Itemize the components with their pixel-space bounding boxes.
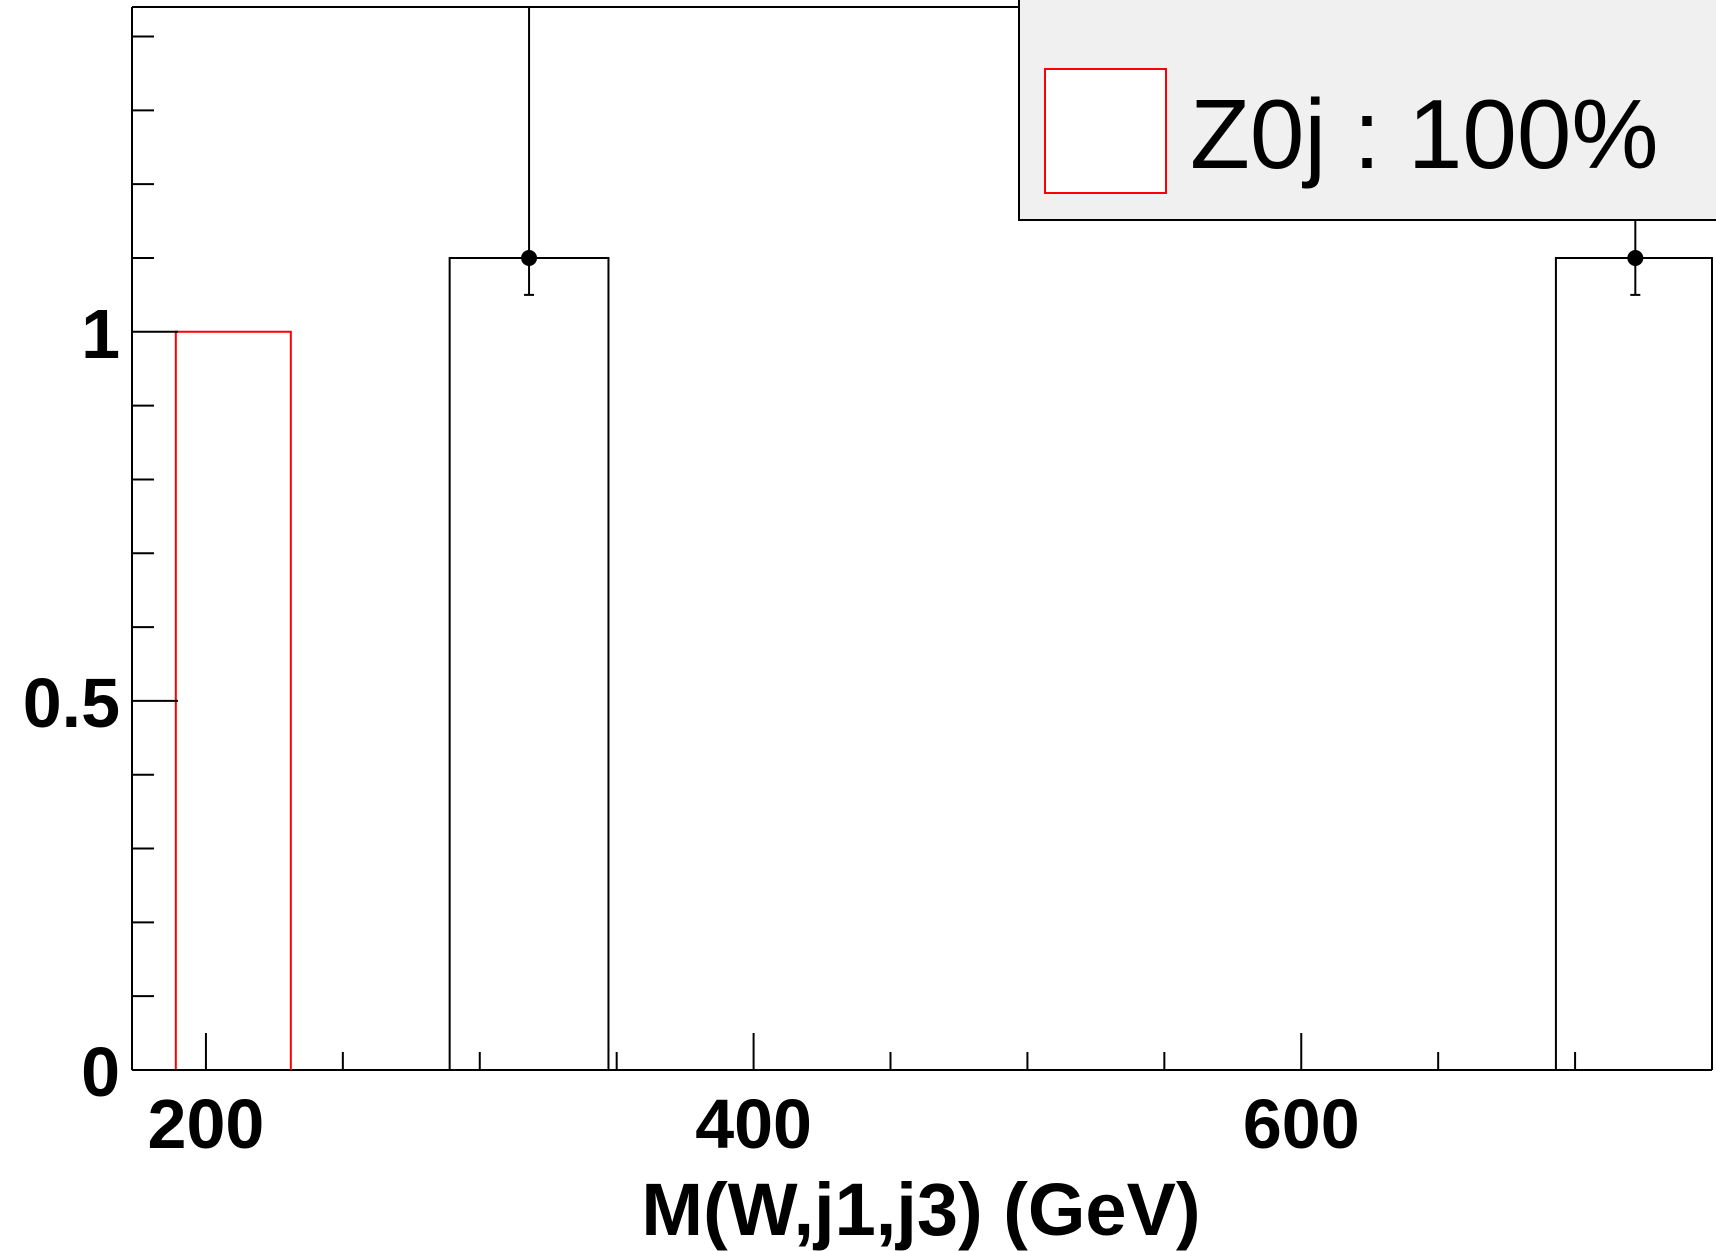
legend-swatch [1044, 68, 1167, 194]
x-tick-label-0: 200 [148, 1085, 265, 1163]
data-point-1 [1627, 249, 1644, 266]
y-tick-label-0: 0 [81, 1033, 120, 1111]
data-point-0 [521, 249, 538, 266]
x-tick-label-2: 600 [1243, 1085, 1360, 1163]
legend-entry-label: Z0j : 100% [1190, 79, 1658, 189]
y-tick-label-2: 1 [81, 295, 120, 373]
x-tick-label-1: 400 [695, 1085, 812, 1163]
y-tick-label-1: 0.5 [23, 664, 120, 742]
axes: 0 0.5 1 200 400 600 [23, 35, 1713, 1163]
x-axis-title: M(W,j1,j3) (GeV) [641, 1168, 1200, 1251]
legend: Z0j : 100% [1018, 0, 1716, 221]
